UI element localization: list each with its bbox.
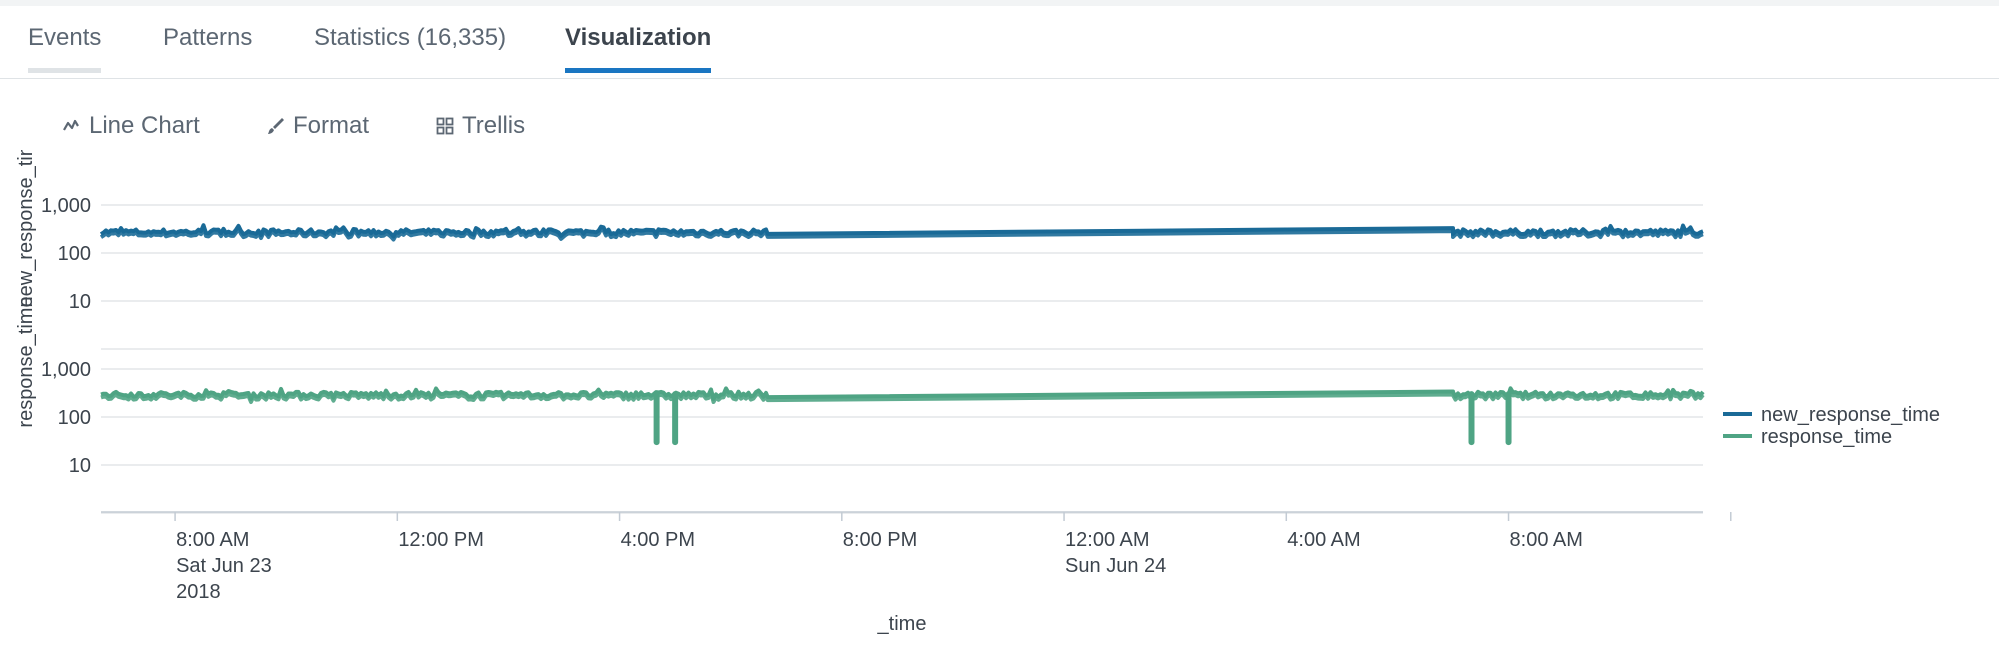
tab-events[interactable]: Events — [28, 24, 102, 73]
tab-statistics-label: Statistics (16,335) — [314, 24, 507, 51]
legend-label: new_response_time — [1761, 404, 1940, 426]
line-chart-button[interactable]: Line Chart — [63, 110, 200, 142]
format-button[interactable]: Format — [267, 110, 369, 142]
tab-statistics-underline — [314, 68, 506, 73]
x-tick-label: 4:00 AM — [1287, 529, 1360, 551]
x-tick-label: 2018 — [176, 581, 221, 603]
tab-visualization[interactable]: Visualization — [565, 24, 712, 73]
tab-events-underline — [28, 68, 102, 73]
tab-patterns-underline — [163, 68, 252, 73]
y-axis-label: response_time — [15, 296, 37, 427]
line-chart: 101001,000new_response_time101001,000res… — [15, 150, 1940, 635]
y-tick-label: 10 — [69, 291, 91, 313]
trellis-label: Trellis — [462, 112, 526, 139]
series-band-response_time — [100, 389, 1705, 404]
x-tick-label: 4:00 PM — [621, 529, 695, 551]
series-line-new_response_time — [99, 223, 1704, 239]
x-tick-label: 12:00 PM — [398, 529, 484, 551]
x-tick-label: Sun Jun 24 — [1065, 555, 1166, 577]
x-tick-label: 8:00 AM — [1510, 529, 1583, 551]
trellis-button[interactable]: Trellis — [436, 110, 525, 142]
y-tick-label: 100 — [58, 243, 91, 265]
line-chart-label: Line Chart — [89, 112, 200, 139]
grid-icon — [436, 117, 454, 135]
tab-patterns[interactable]: Patterns — [163, 24, 252, 60]
tab-bar: Events Patterns Statistics (16,335) Visu… — [0, 6, 1999, 79]
x-tick-label: 8:00 PM — [843, 529, 917, 551]
paintbrush-icon — [268, 118, 284, 134]
x-tick-label: 12:00 AM — [1065, 529, 1150, 551]
format-label: Format — [293, 112, 370, 139]
tab-statistics[interactable]: Statistics (16,335) — [314, 24, 506, 60]
tab-visualization-label: Visualization — [565, 24, 712, 51]
tab-events-label: Events — [28, 24, 102, 51]
y-tick-label: 100 — [58, 407, 91, 429]
line-chart-icon — [63, 119, 79, 131]
legend-label: response_time — [1761, 426, 1892, 448]
y-tick-label: 10 — [69, 455, 91, 477]
y-axis-label: new_response_time — [15, 150, 37, 308]
tab-patterns-label: Patterns — [163, 24, 253, 51]
x-tick-label: 8:00 AM — [176, 529, 249, 551]
x-axis-label: _time — [877, 613, 927, 635]
x-tick-label: Sat Jun 23 — [176, 555, 272, 577]
y-tick-label: 1,000 — [41, 359, 91, 381]
top-strip — [0, 0, 1999, 6]
series-band-new_response_time — [99, 226, 1704, 242]
tab-visualization-underline — [565, 68, 712, 73]
y-tick-label: 1,000 — [41, 195, 91, 217]
